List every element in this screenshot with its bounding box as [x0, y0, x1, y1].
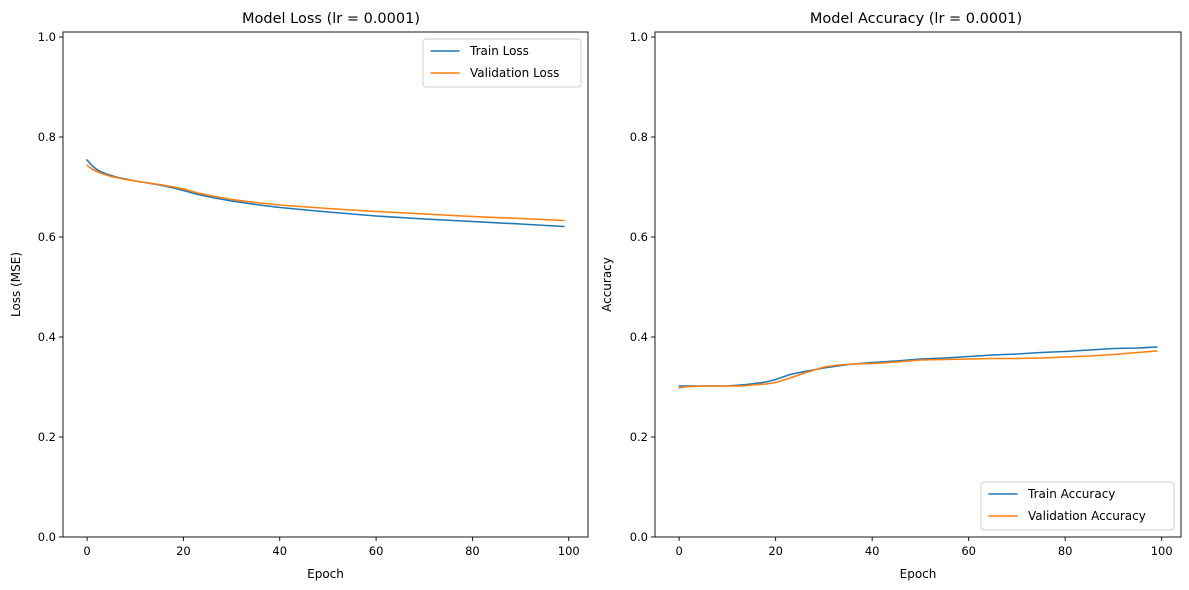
loss-series-line-validation [86, 164, 565, 222]
accuracy-x-tick-label: 100 [1151, 544, 1173, 558]
accuracy-y-tick-label: 0.4 [630, 330, 648, 344]
loss-x-tick-label: 60 [369, 544, 384, 558]
accuracy-legend-label-validation: Validation Accuracy [1028, 509, 1146, 523]
loss-y-tick-label: 1.0 [38, 30, 56, 44]
loss-x-tick-label: 40 [272, 544, 287, 558]
loss-plot-frame [62, 31, 589, 538]
accuracy-y-ticks: 0.0 0.2 0.4 0.6 0.8 1.0 [630, 30, 655, 544]
loss-x-tick-label: 0 [83, 544, 90, 558]
accuracy-chart-title: Model Accuracy (lr = 0.0001) [810, 11, 1022, 27]
accuracy-x-tick-label: 60 [961, 544, 976, 558]
loss-legend: Train Loss Validation Loss [422, 38, 582, 88]
loss-y-tick-label: 0.2 [38, 430, 56, 444]
loss-x-tick-label: 100 [558, 544, 580, 558]
accuracy-x-tick-label: 40 [865, 544, 880, 558]
loss-chart: Model Loss (lr = 0.0001) 0.0 0.2 0.4 0.6 0.8… [9, 11, 589, 581]
loss-y-tick-label: 0.8 [38, 130, 56, 144]
accuracy-y-tick-label: 0.0 [630, 530, 648, 544]
loss-series-lines [86, 159, 565, 228]
accuracy-series-line-validation [678, 350, 1158, 389]
accuracy-legend-box [980, 481, 1175, 531]
accuracy-legend: Train Accuracy Validation Accuracy [980, 481, 1175, 531]
accuracy-y-tick-label: 0.8 [630, 130, 648, 144]
accuracy-chart: Model Accuracy (lr = 0.0001) 0.00.20.40.… [600, 11, 1182, 581]
accuracy-y-tick-label: 0.2 [630, 430, 648, 444]
accuracy-y-tick-label: 0.6 [630, 230, 648, 244]
loss-legend-label-train: Train Loss [469, 44, 529, 58]
accuracy-x-axis-label: Epoch [900, 567, 937, 581]
accuracy-series-lines [678, 346, 1158, 389]
accuracy-x-tick-label: 0 [675, 544, 682, 558]
loss-x-tick-label: 80 [465, 544, 480, 558]
loss-y-axis-label: Loss (MSE) [9, 252, 23, 317]
loss-y-ticks: 0.0 0.2 0.4 0.6 0.8 1.0 [38, 30, 63, 544]
accuracy-plot-frame [654, 31, 1182, 538]
loss-series-line-train [86, 159, 565, 228]
loss-legend-label-validation: Validation Loss [470, 66, 559, 80]
loss-legend-box [422, 38, 582, 88]
loss-y-tick-label: 0.0 [38, 530, 56, 544]
accuracy-series-line-train [678, 346, 1158, 387]
loss-x-tick-label: 20 [176, 544, 191, 558]
accuracy-legend-label-train: Train Accuracy [1027, 487, 1115, 501]
loss-x-ticks: 0 20 40 60 80 100 [83, 537, 580, 558]
accuracy-y-tick-label: 1.0 [630, 30, 648, 44]
loss-y-tick-label: 0.4 [38, 330, 56, 344]
accuracy-x-ticks: 0 20 40 60 80 100 [675, 537, 1173, 558]
accuracy-x-tick-label: 80 [1058, 544, 1073, 558]
accuracy-x-tick-label: 20 [768, 544, 783, 558]
loss-y-tick-label: 0.6 [38, 230, 56, 244]
accuracy-y-axis-label: Accuracy [600, 257, 614, 312]
loss-x-axis-label: Epoch [307, 567, 344, 581]
loss-chart-title: Model Loss (lr = 0.0001) [242, 11, 420, 27]
